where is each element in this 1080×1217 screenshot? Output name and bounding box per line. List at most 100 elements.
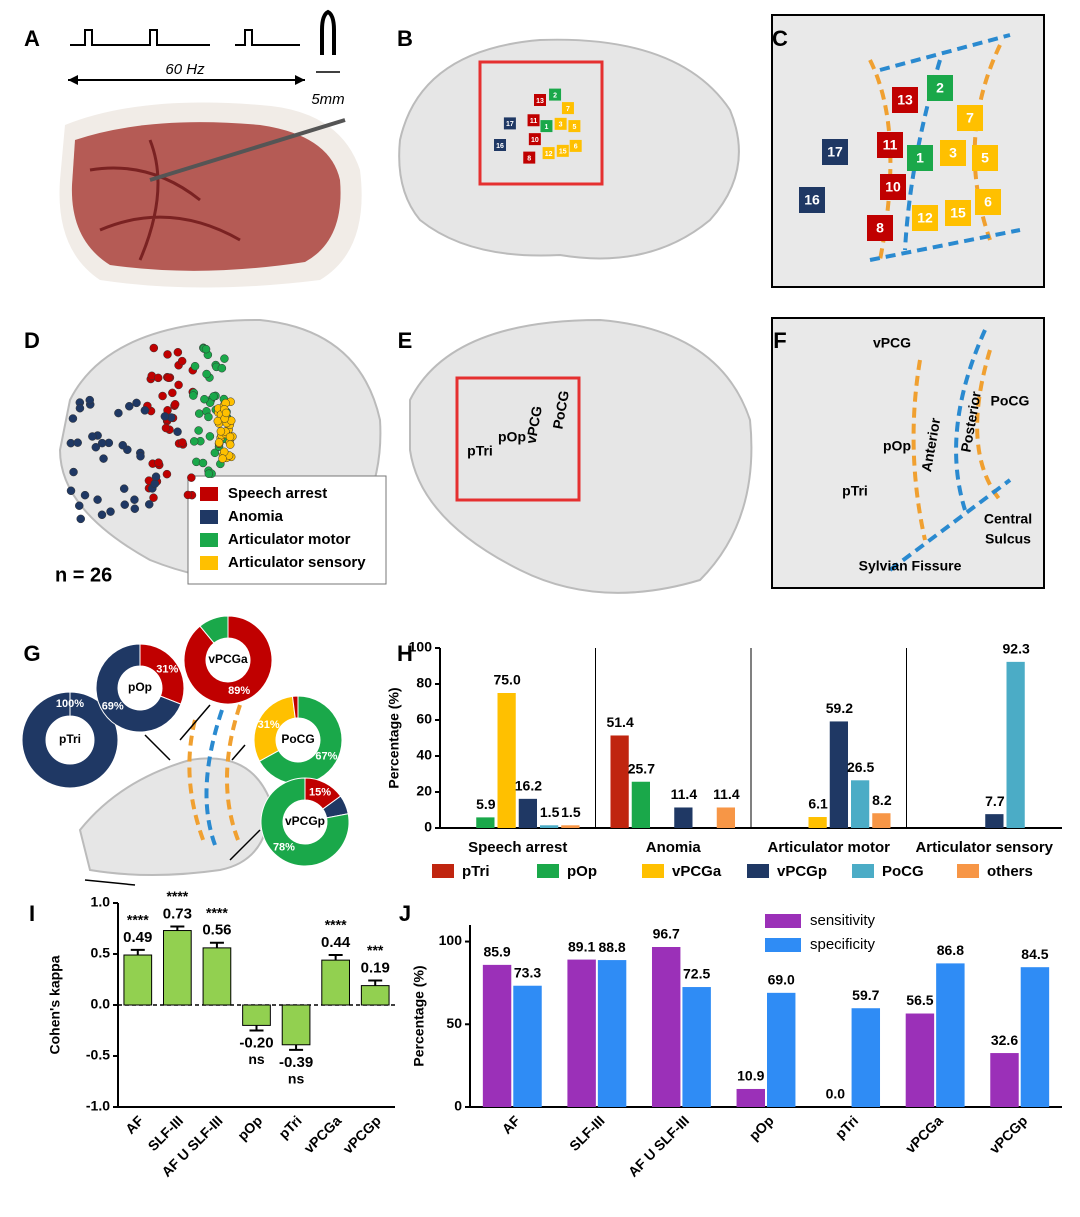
panel-label: I	[29, 901, 35, 926]
error-bar	[249, 1025, 264, 1032]
stim-site	[173, 427, 182, 436]
zoom-frame-f	[771, 317, 1045, 589]
donut-label: 69%	[102, 700, 124, 712]
value-label: 0.0	[826, 1086, 846, 1102]
electrode-label: 5	[981, 150, 989, 166]
stim-site	[190, 361, 200, 371]
electrode-label: 1	[916, 150, 924, 166]
donut-label: 31%	[156, 663, 178, 675]
stim-site	[132, 398, 141, 408]
n-label: n = 26	[55, 564, 112, 586]
legend-swatch	[852, 864, 874, 878]
panel-label: G	[23, 641, 40, 666]
legend-label: Speech arrest	[228, 485, 327, 502]
y-tick-label: 1.0	[91, 894, 111, 910]
stim-site	[149, 493, 158, 502]
legend-label: pTri	[462, 863, 490, 880]
value-label: 56.5	[906, 992, 933, 1008]
stim-site	[160, 412, 170, 421]
stim-site	[66, 486, 76, 496]
bar	[905, 1013, 935, 1107]
legend-swatch	[200, 510, 218, 524]
value-label: 11.4	[671, 786, 698, 802]
electrode	[892, 87, 918, 113]
bar	[674, 807, 693, 828]
legend-label: sensitivity	[810, 912, 876, 929]
value-label: 0.73	[163, 905, 192, 922]
y-tick-label: 40	[416, 747, 432, 763]
stim-site	[216, 427, 226, 436]
value-label: 75.0	[493, 672, 520, 688]
bar	[123, 954, 153, 1006]
stim-site	[120, 500, 130, 509]
region-label: Sulcus	[985, 531, 1031, 547]
stim-site	[73, 438, 82, 447]
electrode	[940, 140, 966, 166]
bar	[242, 1004, 271, 1026]
electrode-label: 12	[917, 210, 933, 226]
value-label: -0.39	[279, 1054, 313, 1071]
stim-site	[204, 412, 213, 422]
donut-label: 67%	[315, 751, 337, 763]
y-axis-label: Cohen's kappa	[47, 955, 63, 1054]
electrode-small	[549, 88, 562, 101]
electrode-label: 7	[966, 110, 974, 126]
region-label: vPCG	[873, 335, 911, 351]
electrode-small	[528, 133, 541, 146]
bar	[202, 947, 232, 1006]
y-axis-label: Percentage (%)	[411, 965, 427, 1066]
panel-label: D	[24, 328, 40, 353]
donut-leaders	[84, 704, 261, 886]
y-tick-label: -0.5	[86, 1047, 110, 1063]
region-label: pOp	[883, 438, 911, 454]
legend-swatch	[537, 864, 559, 878]
legend-label: PoCG	[882, 863, 924, 880]
stim-site	[114, 408, 123, 418]
value-label: 92.3	[1003, 641, 1030, 657]
value-label: 1.5	[540, 804, 560, 820]
y-tick-label: 20	[416, 783, 432, 799]
value-label: 85.9	[483, 944, 510, 960]
y-tick-label: 100	[439, 932, 463, 948]
stim-site	[76, 514, 85, 524]
stim-site	[177, 356, 187, 366]
x-tick-label: pTri	[275, 1112, 304, 1141]
value-label: 32.6	[991, 1032, 1018, 1048]
bar	[321, 959, 350, 1006]
stim-site	[153, 373, 163, 383]
donut-label: 100%	[56, 698, 84, 710]
y-tick-label: 0.0	[91, 996, 111, 1012]
y-axis-label: Percentage (%)	[386, 687, 402, 788]
electrode-label: 6	[984, 194, 992, 210]
value-label: 8.2	[872, 792, 892, 808]
electrode-small	[527, 114, 540, 127]
donut-title: vPCGa	[208, 652, 248, 666]
legend-swatch	[200, 556, 218, 570]
bar	[851, 780, 870, 828]
bar	[829, 721, 849, 828]
bar	[540, 825, 559, 828]
legend-label: Articulator motor	[228, 531, 351, 548]
stim-site	[106, 507, 115, 516]
y-tick-label: 0.5	[91, 945, 111, 961]
legend-label: specificity	[810, 936, 876, 953]
value-label: 16.2	[515, 778, 542, 794]
x-tick-label: vPCGp	[340, 1112, 384, 1156]
value-label: 0.44	[321, 934, 351, 951]
region-label: PoCG	[549, 389, 572, 430]
electrode-label: 13	[897, 92, 913, 108]
donut-title: pTri	[59, 732, 81, 746]
stim-site	[154, 458, 163, 467]
significance: ns	[248, 1051, 265, 1067]
legend-label: others	[987, 863, 1033, 880]
stim-site	[140, 406, 150, 415]
donut-segment	[260, 777, 350, 867]
x-tick-label: AF U SLF-III	[625, 1112, 692, 1179]
y-tick-label: 100	[409, 639, 433, 655]
electrode	[972, 145, 998, 171]
value-label: 25.7	[628, 760, 655, 776]
significance: ***	[367, 942, 384, 958]
vessels	[89, 139, 241, 261]
bar	[736, 1088, 765, 1107]
electrode-small	[540, 120, 553, 133]
